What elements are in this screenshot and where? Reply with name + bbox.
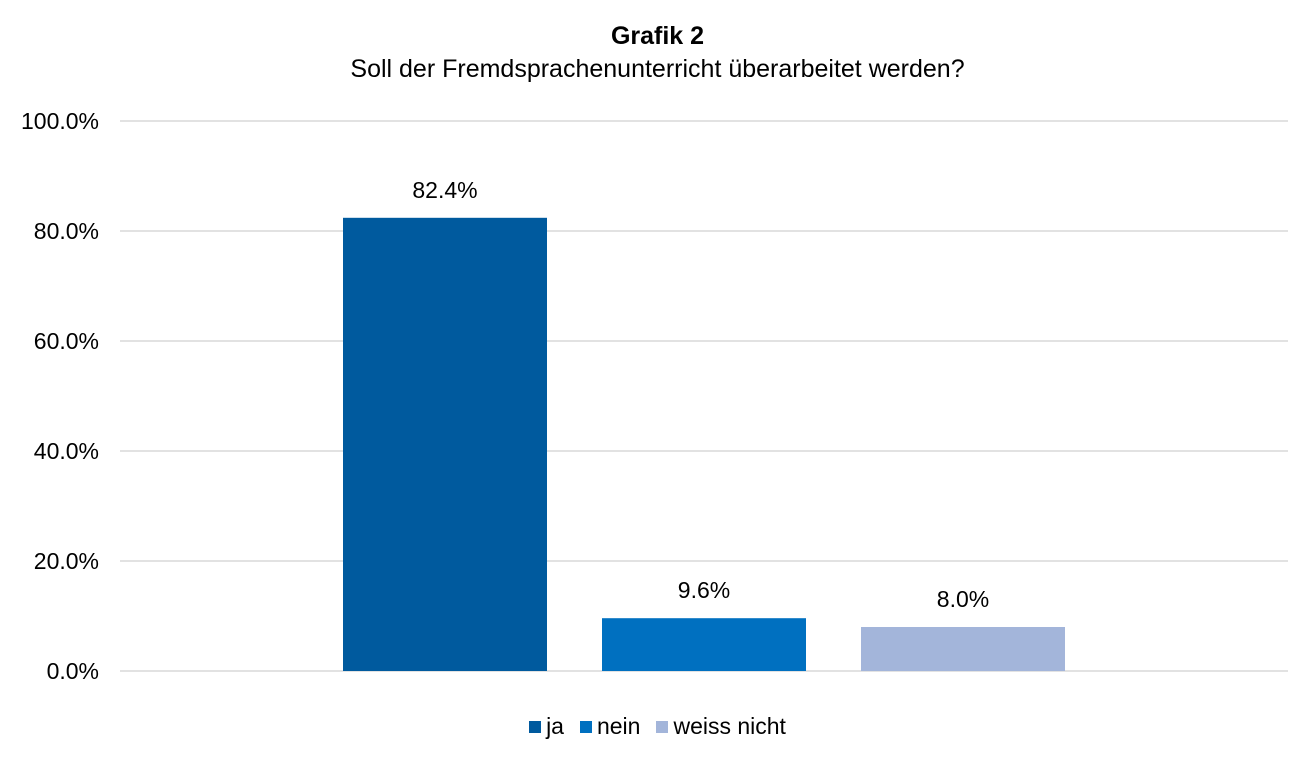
y-tick-label: 40.0% [34,438,99,464]
y-axis-tick-labels: 0.0% 20.0% 40.0% 60.0% 80.0% 100.0% [21,108,99,684]
y-tick-label: 100.0% [21,108,99,134]
bars [343,217,1065,672]
legend-label-weiss-nicht: weiss nicht [673,713,786,739]
y-tick-label: 60.0% [34,328,99,354]
bar-weiss-nicht [861,627,1065,671]
data-label: 9.6% [678,577,730,603]
legend-item-nein: nein [579,713,641,740]
y-tick-label: 20.0% [34,548,99,574]
data-labels: 82.4% 9.6% 8.0% [412,177,989,612]
bar-ja [343,217,547,672]
legend-swatch-ja [529,720,542,733]
legend: ja nein weiss nicht [0,713,1315,740]
chart-subtitle: Soll der Fremdsprachenunterricht überarb… [350,55,965,83]
legend-item-ja: ja [529,713,564,740]
legend-item-weiss-nicht: weiss nicht [656,713,786,740]
y-tick-label: 80.0% [34,218,99,244]
legend-swatch-weiss-nicht [656,720,669,733]
chart-title: Grafik 2 [610,22,705,50]
legend-label-nein: nein [596,713,641,739]
data-label: 82.4% [412,177,477,203]
y-tick-label: 0.0% [47,658,99,684]
data-label: 8.0% [937,586,989,612]
legend-swatch-nein [579,720,592,733]
bar-nein [602,618,806,671]
legend-label-ja: ja [546,713,564,739]
